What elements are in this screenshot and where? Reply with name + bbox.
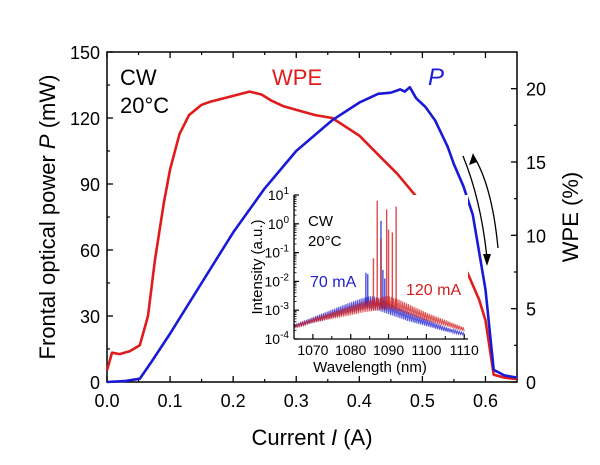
y-axis-label: Frontal optical power P (mW) [35,75,60,360]
inset-x-axis-label: Wavelength (nm) [313,359,427,376]
y2-axis-ticks: 0 5 10 15 20 [511,80,546,393]
x-tick-label: 0.1 [158,391,183,411]
inset-label-70ma: 70 mA [310,274,357,291]
inset-x-tick-label: 1090 [373,342,404,358]
inset-y-tick-label: 10-1 [265,244,290,261]
inset-annotation-cw: CW [308,213,334,230]
y2-tick-label: 10 [526,226,546,246]
sweep-arrows [462,153,499,266]
arrow-down [462,155,488,259]
inset-x-tick-label: 1110 [450,342,479,358]
x-tick-label: 0.6 [473,391,498,411]
x-tick-label: 0.2 [221,391,246,411]
series-label-p: P [428,64,444,91]
arrow-up-head [469,153,477,165]
y2-tick-label: 5 [526,300,536,320]
y2-tick-label: 15 [526,153,546,173]
inset-spectra [293,200,465,337]
y-axis-ticks: 0 30 60 90 120 150 [70,43,113,393]
y-tick-label: 30 [80,307,100,327]
inset-y-tick-label: 10-2 [265,272,290,289]
series-label-wpe: WPE [272,65,322,90]
y2-tick-label: 20 [526,80,546,100]
x-tick-label: 0.0 [94,391,119,411]
annotation-temperature: 20°C [120,93,169,118]
inset-x-tick-label: 1080 [335,342,366,358]
x-tick-label: 0.4 [347,391,372,411]
inset-y-tick-label: 100 [268,215,290,232]
inset-y-tick-label: 10-4 [265,330,290,347]
inset-annotation-temperature: 20°C [308,233,342,250]
inset-x-tick-label: 1070 [297,342,328,358]
inset-y-tick-label: 101 [268,186,290,203]
y-tick-label: 120 [70,109,100,129]
x-tick-label: 0.3 [284,391,309,411]
inset-x-tick-label: 1100 [411,342,441,358]
x-tick-label: 0.5 [410,391,435,411]
y2-tick-label: 0 [526,373,536,393]
inset-y-axis-label: Intensity (a.u.) [249,219,266,314]
y-tick-label: 90 [80,175,100,195]
x-axis-ticks: 0.0 0.1 0.2 0.3 0.4 0.5 0.6 [94,52,498,411]
inset-y-ticks: 101 100 10-1 10-2 10-3 10-4 [265,186,299,347]
inset-spectrum-120ma [293,296,465,332]
y-tick-label: 60 [80,241,100,261]
inset-spectrum: 1070 1080 1090 1100 1110 10110010-110-210-31… [249,186,479,376]
inset-y-tick-label: 10-3 [265,301,290,318]
y-tick-label: 150 [70,43,100,63]
y2-axis-label: WPE (%) [558,172,583,262]
annotation-cw: CW [120,65,157,90]
arrow-down-head [483,254,491,266]
x-axis-label: Current I (A) [251,425,372,450]
inset-label-120ma: 120 mA [406,282,461,299]
series-line-p [106,85,518,384]
inset-x-ticks: 1070 1080 1090 1100 1110 [297,334,479,358]
y-tick-label: 0 [90,373,100,393]
